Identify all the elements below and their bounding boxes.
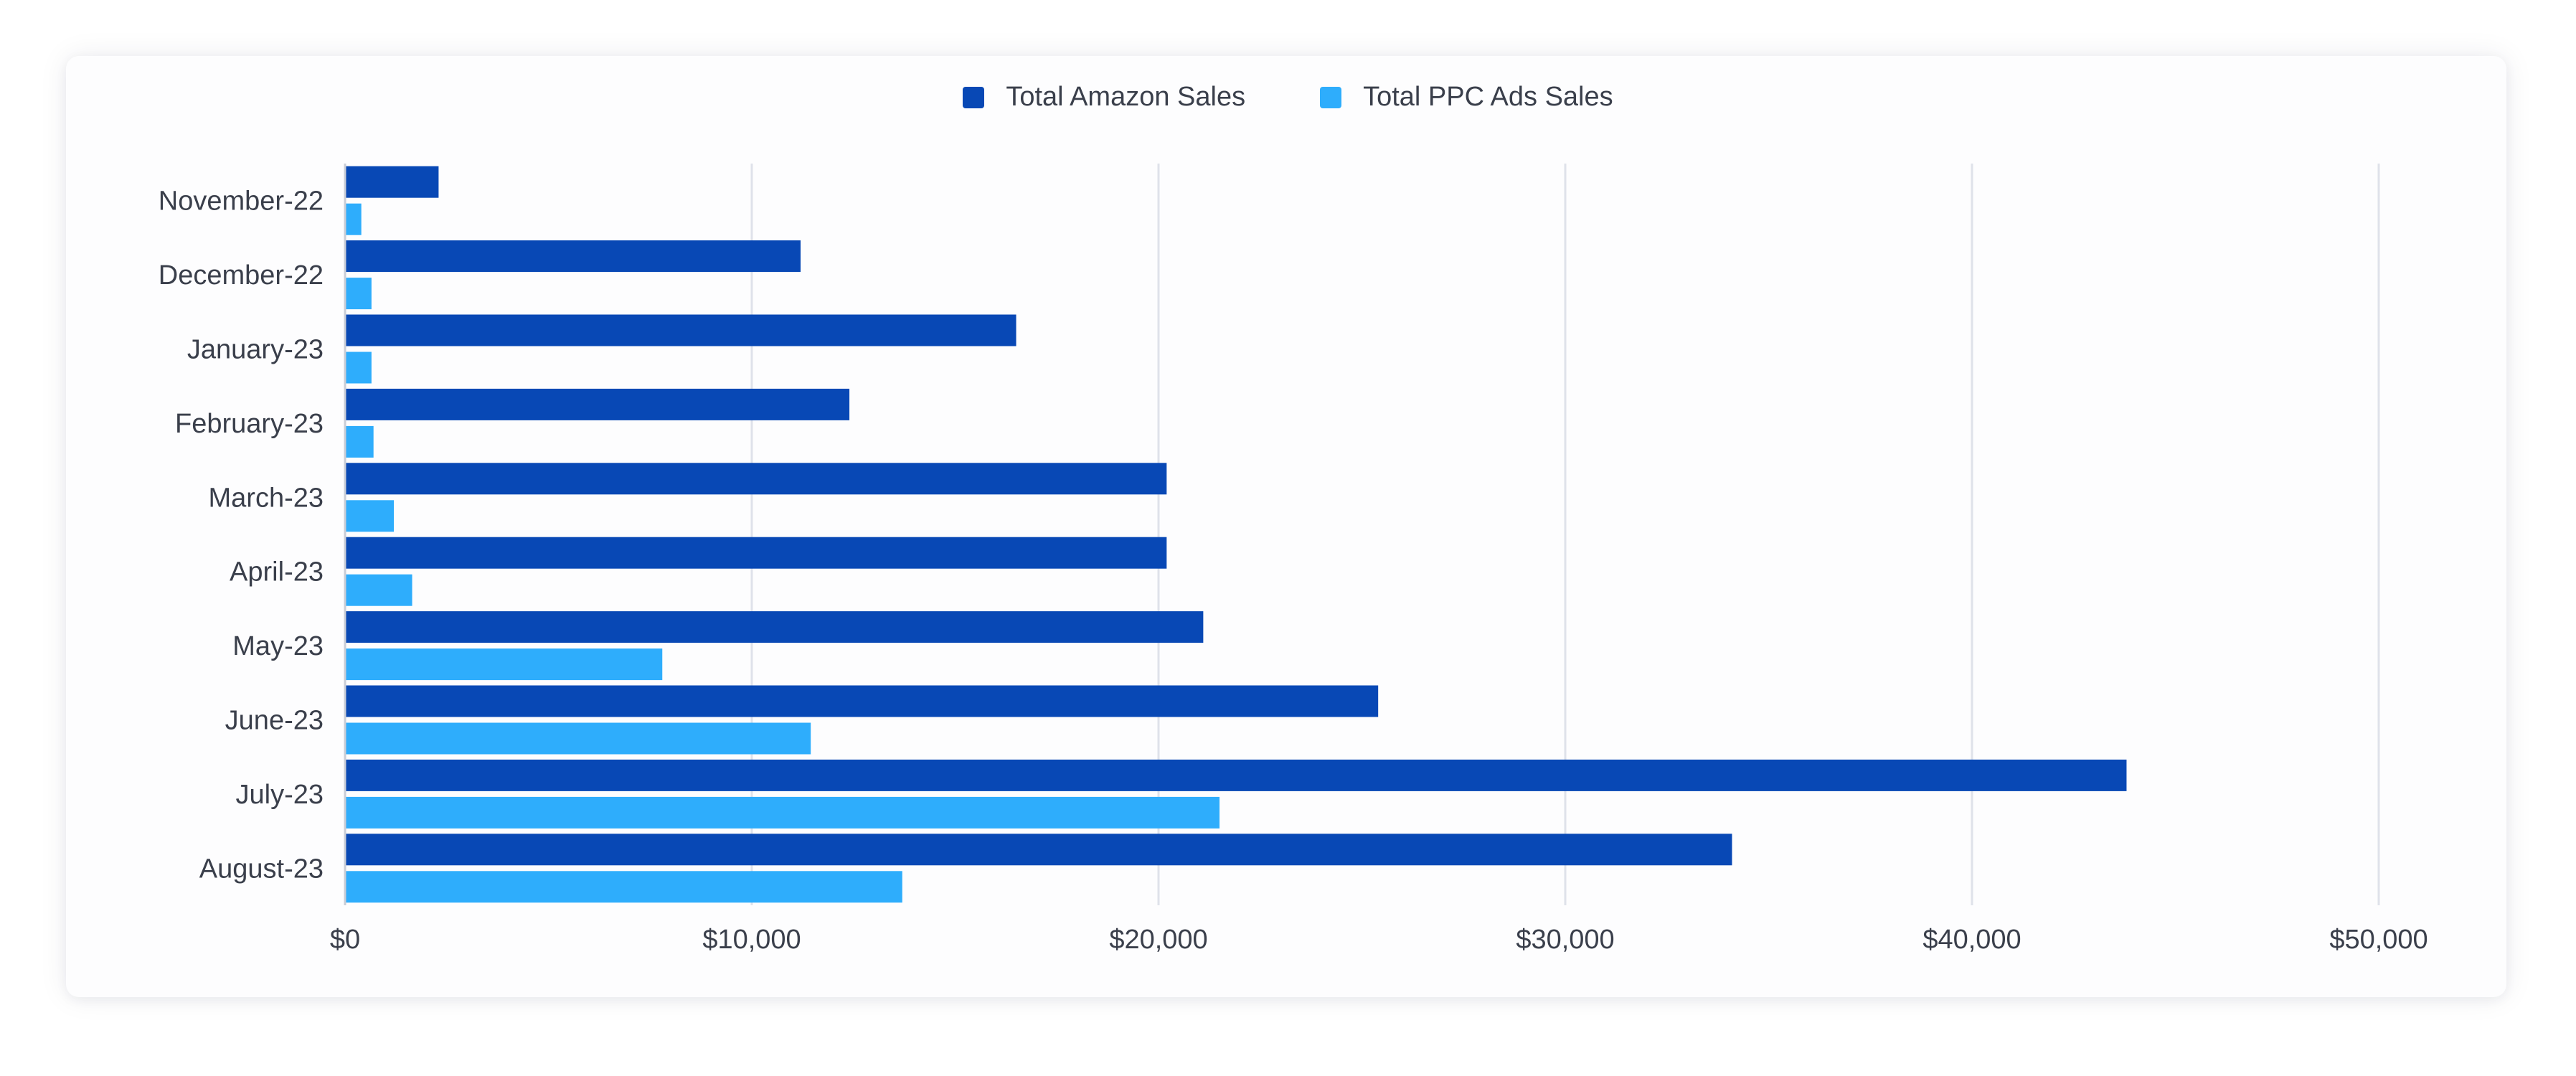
x-tick-label: $0 — [330, 925, 360, 955]
y-category-label: May-23 — [232, 631, 324, 661]
bar-ppc-ads-sales[interactable] — [345, 425, 374, 458]
legend-label-ppc-ads-sales: Total PPC Ads Sales — [1363, 82, 1613, 112]
x-tick-label: $30,000 — [1516, 925, 1614, 955]
bar-ppc-ads-sales[interactable] — [345, 722, 811, 755]
bar-amazon-sales[interactable] — [345, 537, 1167, 569]
bar-amazon-sales[interactable] — [345, 388, 850, 420]
y-category-label: June-23 — [225, 706, 324, 736]
x-tick-label: $10,000 — [702, 925, 801, 955]
legend-label-amazon-sales: Total Amazon Sales — [1006, 82, 1246, 112]
x-tick-label: $20,000 — [1109, 925, 1207, 955]
y-category-label: January-23 — [187, 335, 324, 365]
y-category-label: March-23 — [209, 483, 324, 513]
bar-amazon-sales[interactable] — [345, 166, 439, 198]
y-category-label: July-23 — [236, 780, 324, 810]
bar-amazon-sales[interactable] — [345, 314, 1016, 346]
bar-amazon-sales[interactable] — [345, 685, 1379, 717]
bar-amazon-sales[interactable] — [345, 240, 801, 273]
bar-amazon-sales[interactable] — [345, 759, 2127, 791]
y-category-label: August-23 — [199, 854, 324, 884]
legend: Total Amazon Sales Total PPC Ads Sales — [0, 82, 2576, 113]
y-category-label: November-22 — [159, 187, 324, 217]
bar-ppc-ads-sales[interactable] — [345, 796, 1220, 829]
x-tick-label: $40,000 — [1922, 925, 2021, 955]
legend-swatch-ppc-ads-sales — [1320, 86, 1342, 108]
bar-ppc-ads-sales[interactable] — [345, 278, 372, 310]
x-tick-label: $50,000 — [2329, 925, 2428, 955]
bar-ppc-ads-sales[interactable] — [345, 500, 395, 532]
y-category-label: December-22 — [159, 260, 324, 291]
y-category-label: February-23 — [175, 409, 324, 439]
legend-item-ppc-ads-sales[interactable]: Total PPC Ads Sales — [1320, 82, 1613, 113]
bar-ppc-ads-sales[interactable] — [345, 871, 902, 903]
legend-swatch-amazon-sales — [963, 86, 985, 108]
legend-item-amazon-sales[interactable]: Total Amazon Sales — [963, 82, 1245, 113]
bar-amazon-sales[interactable] — [345, 834, 1732, 866]
bar-amazon-sales[interactable] — [345, 463, 1167, 495]
bar-ppc-ads-sales[interactable] — [345, 203, 362, 235]
bar-ppc-ads-sales[interactable] — [345, 648, 663, 681]
bar-amazon-sales[interactable] — [345, 611, 1204, 643]
bar-ppc-ads-sales[interactable] — [345, 351, 372, 384]
bar-ppc-ads-sales[interactable] — [345, 574, 412, 606]
y-category-label: April-23 — [230, 557, 324, 587]
